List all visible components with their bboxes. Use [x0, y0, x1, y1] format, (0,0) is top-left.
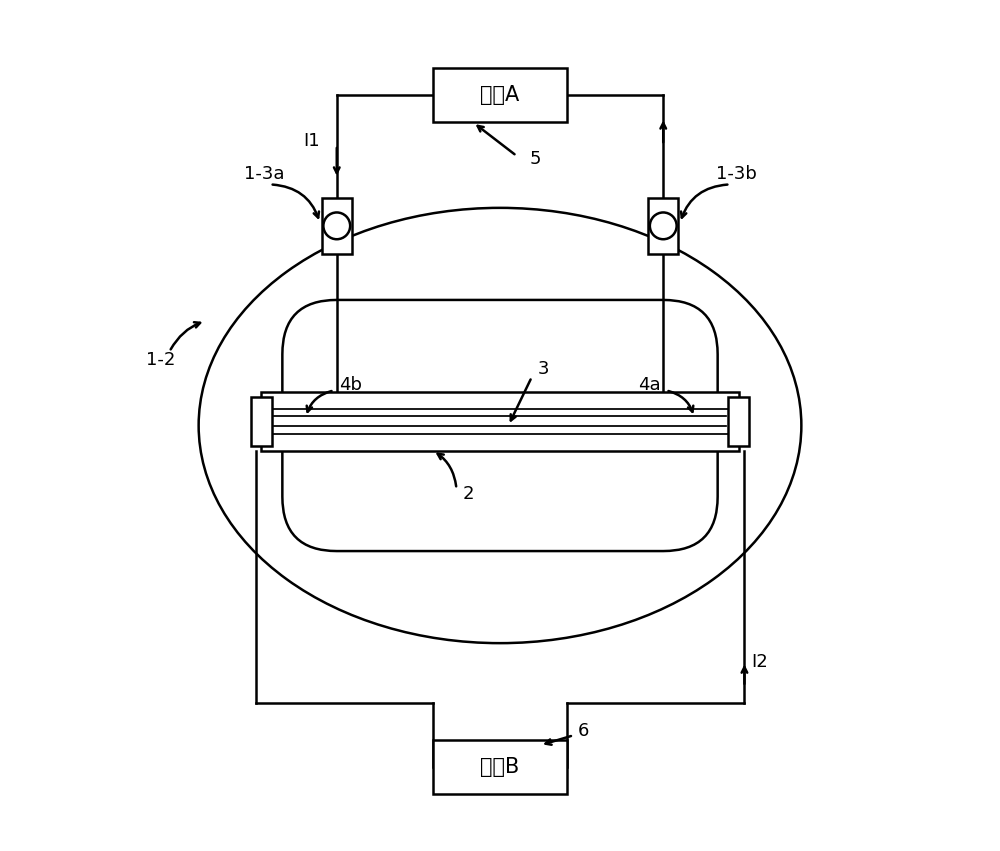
Text: 4b: 4b [339, 376, 362, 394]
Bar [433, 740, 567, 794]
Text: 6: 6 [578, 722, 589, 740]
Bar [728, 397, 749, 446]
Text: 电源B: 电源B [480, 757, 520, 777]
Text: 2: 2 [462, 485, 474, 503]
Text: 1-3b: 1-3b [716, 165, 757, 183]
Bar [433, 67, 567, 122]
Text: 5: 5 [529, 151, 541, 168]
Bar [322, 197, 352, 254]
Circle shape [323, 213, 350, 239]
Bar [261, 392, 739, 451]
Ellipse shape [199, 208, 801, 643]
Text: 3: 3 [538, 360, 549, 378]
Bar [251, 397, 272, 446]
Text: 1-2: 1-2 [146, 351, 176, 369]
Circle shape [650, 213, 677, 239]
Text: I1: I1 [303, 132, 320, 150]
Text: I2: I2 [751, 653, 768, 671]
Bar [648, 197, 678, 254]
FancyBboxPatch shape [282, 300, 718, 551]
Bar [271, 408, 729, 434]
Text: 1-3a: 1-3a [244, 165, 284, 183]
Text: 电源A: 电源A [480, 85, 520, 105]
Text: 4a: 4a [638, 376, 660, 394]
